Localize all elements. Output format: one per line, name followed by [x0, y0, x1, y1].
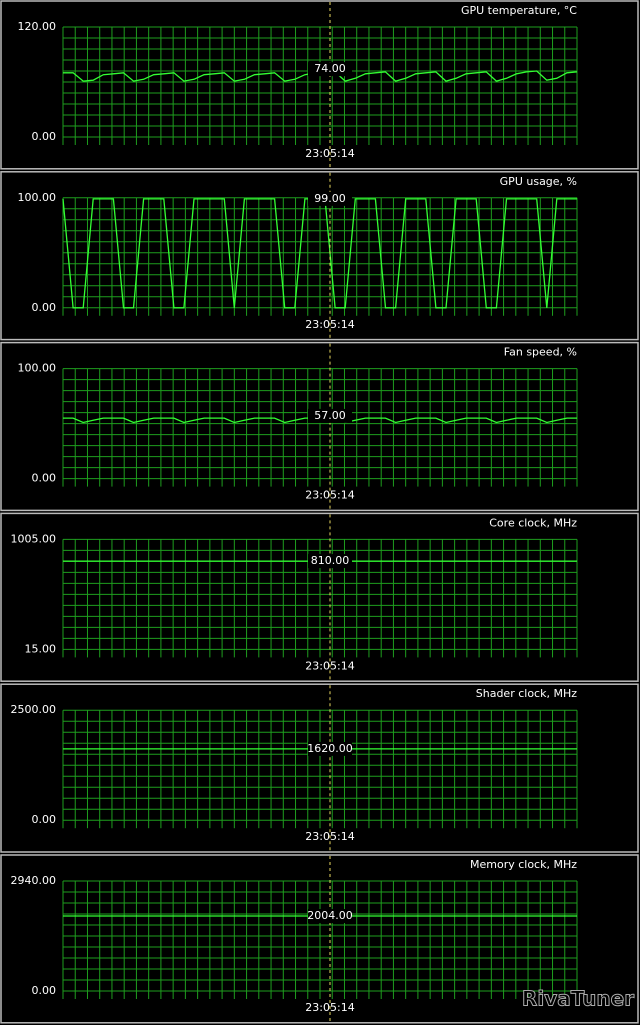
- cursor-value: 1620.00: [307, 742, 353, 755]
- panel-title: GPU usage, %: [500, 175, 577, 188]
- y-tick-label: 0.00: [32, 472, 57, 485]
- cursor-time: 23:05:14: [305, 489, 354, 502]
- cursor-label-bg: [308, 408, 352, 423]
- panel-title: Core clock, MHz: [489, 516, 577, 529]
- cursor-value: 2004.00: [307, 909, 353, 922]
- cursor-value: 74.00: [314, 62, 346, 75]
- y-tick-label: 2940.00: [11, 874, 57, 887]
- panel-title: Fan speed, %: [504, 346, 577, 359]
- y-tick-label: 15.00: [25, 642, 57, 655]
- cursor-time: 23:05:14: [305, 318, 354, 331]
- cursor-value: 57.00: [314, 409, 346, 422]
- y-tick-label: 0.00: [32, 984, 57, 997]
- y-tick-label: 0.00: [32, 813, 57, 826]
- cursor-time: 23:05:14: [305, 1001, 354, 1014]
- cursor-value: 810.00: [311, 554, 350, 567]
- cursor-time: 23:05:14: [305, 147, 354, 160]
- cursor-time: 23:05:14: [305, 830, 354, 843]
- cursor-label-bg: [308, 909, 352, 924]
- cursor-label-bg: [308, 554, 352, 569]
- cursor-label-bg: [308, 191, 352, 206]
- y-tick-label: 100.00: [18, 362, 57, 375]
- y-tick-label: 1005.00: [11, 532, 57, 545]
- cursor-time: 23:05:14: [305, 659, 354, 672]
- y-tick-label: 120.00: [18, 20, 57, 33]
- y-tick-label: 2500.00: [11, 703, 57, 716]
- cursor-value: 99.00: [314, 192, 346, 205]
- panel-title: Shader clock, MHz: [476, 687, 577, 700]
- panel-title: Memory clock, MHz: [470, 858, 577, 871]
- cursor-label-bg: [308, 62, 352, 77]
- panel-title: GPU temperature, °C: [461, 4, 577, 17]
- cursor-label-bg: [308, 741, 352, 756]
- y-tick-label: 0.00: [32, 130, 57, 143]
- y-tick-label: 0.00: [32, 301, 57, 314]
- watermark: RivaTuner: [522, 987, 634, 1011]
- y-tick-label: 100.00: [18, 191, 57, 204]
